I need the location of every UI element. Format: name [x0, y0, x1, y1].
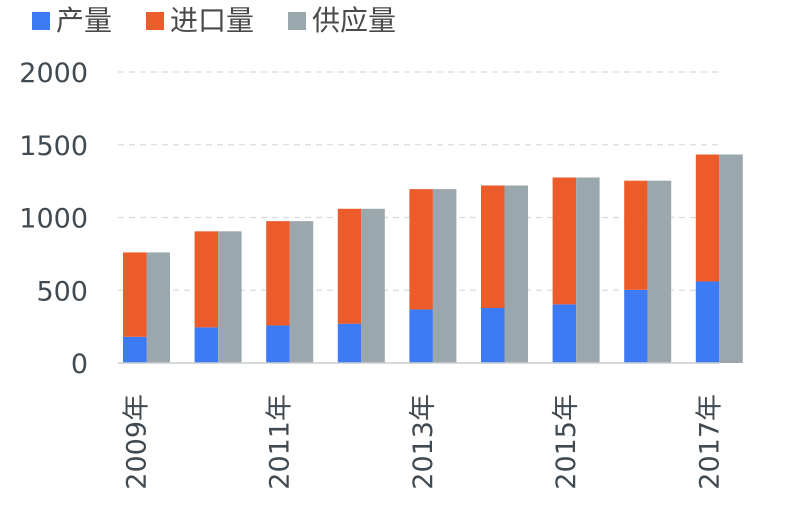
bar-supply — [576, 177, 600, 363]
bar-output — [337, 323, 362, 363]
x-tick-label: 2011年 — [265, 394, 296, 490]
bar-import — [266, 221, 290, 326]
bar-output — [552, 304, 577, 363]
y-tick-label: 1500 — [19, 131, 88, 162]
x-tick-label: 2013年 — [408, 394, 439, 490]
x-tick-label: 2009年 — [122, 394, 153, 490]
bar-supply — [289, 221, 314, 363]
legend-item-output: 产量 — [32, 4, 112, 38]
bar-output — [624, 289, 648, 363]
y-tick-label: 2000 — [19, 58, 88, 89]
y-tick-label: 0 — [71, 349, 88, 380]
bar-output — [409, 309, 433, 363]
bar-import — [194, 231, 219, 328]
bar-output — [266, 325, 290, 363]
bar-series — [123, 154, 743, 363]
y-tick-label: 1000 — [19, 204, 88, 235]
bar-import — [552, 177, 577, 305]
bar-supply — [504, 185, 528, 363]
y-tick-label: 500 — [36, 276, 88, 307]
bar-output — [481, 308, 505, 363]
legend-label-supply: 供应量 — [312, 4, 397, 37]
x-tick-label: 2015年 — [551, 394, 582, 490]
x-tick-label: 2017年 — [694, 394, 725, 490]
bar-import — [624, 180, 648, 290]
legend-label-import: 进口量 — [170, 4, 255, 37]
bar-import — [123, 252, 147, 337]
bar-import — [409, 189, 433, 310]
x-axis-ticks: 2009年 2011年 2013年 2015年 2017年 — [122, 394, 726, 490]
bar-import — [695, 154, 720, 282]
bar-supply — [719, 154, 743, 363]
bar-supply — [146, 252, 170, 363]
legend-item-supply: 供应量 — [288, 4, 396, 38]
legend-swatch-import — [146, 12, 165, 30]
bar-supply — [647, 180, 672, 363]
bar-supply — [218, 231, 242, 363]
legend-label-output: 产量 — [56, 4, 113, 37]
bar-import — [481, 185, 505, 309]
legend-item-import: 进口量 — [146, 4, 254, 38]
bar-output — [194, 327, 219, 363]
bar-supply — [432, 189, 457, 363]
legend-swatch-supply — [288, 12, 307, 30]
legend: 产量 进口量 供应量 — [32, 4, 430, 38]
bar-output — [695, 281, 720, 363]
legend-swatch-output — [32, 12, 50, 30]
bar-supply — [361, 208, 385, 363]
bar-output — [123, 336, 147, 363]
bar-import — [337, 208, 362, 324]
y-axis-ticks: 0 500 1000 1500 2000 — [19, 58, 88, 380]
